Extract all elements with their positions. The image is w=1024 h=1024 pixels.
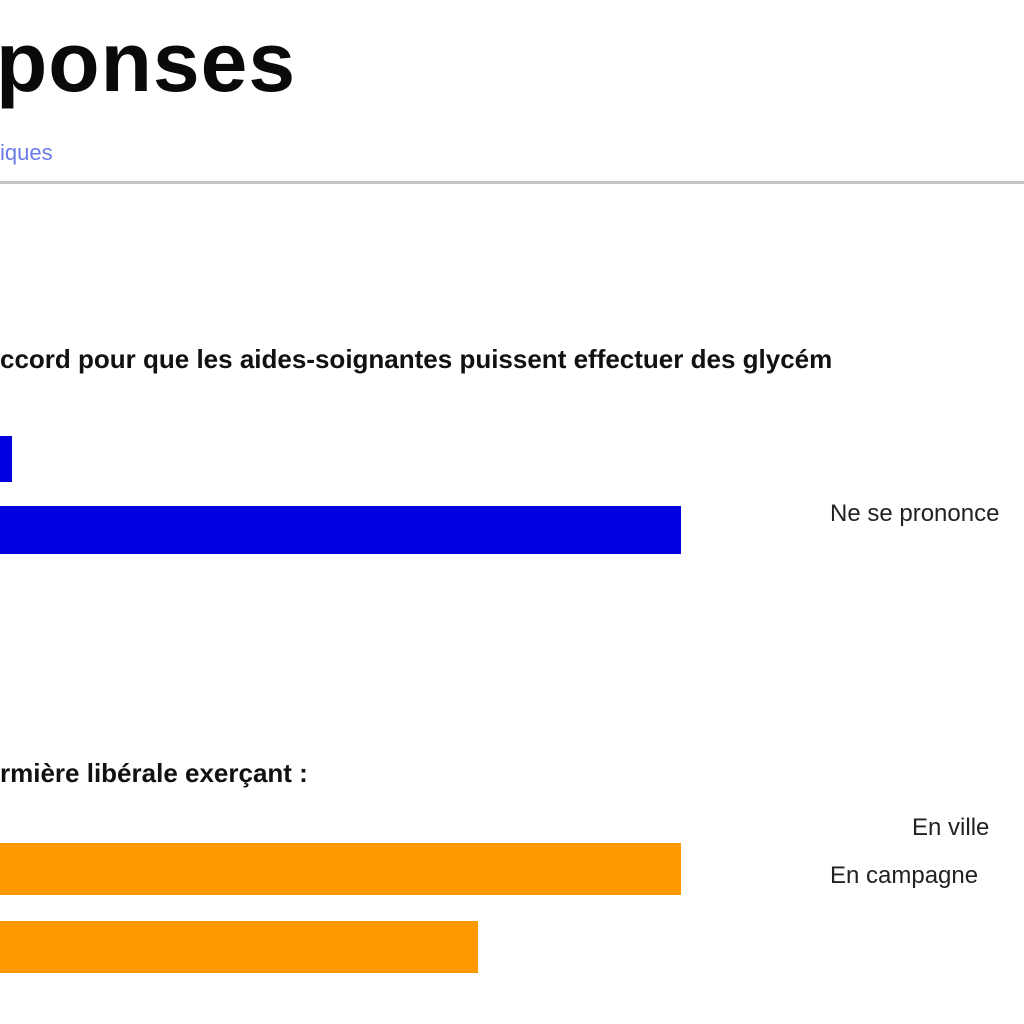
legend-en-campagne: En campagne	[830, 862, 979, 889]
header-divider	[0, 181, 1024, 184]
question-2-text: rmière libérale exerçant :	[0, 758, 308, 788]
question-2-bar-1	[0, 843, 681, 895]
question-1-bar-1	[0, 436, 12, 482]
tab-statistiques[interactable]: iques	[0, 140, 53, 165]
question-1-bar-2	[0, 506, 681, 554]
question-1-text: ccord pour que les aides-soignantes puis…	[0, 344, 833, 374]
page-title: ponses	[0, 15, 297, 109]
legend-ne-se-prononce: Ne se prononce	[830, 500, 1000, 527]
question-2-bar-2	[0, 921, 478, 973]
legend-en-ville: En ville	[912, 814, 990, 841]
